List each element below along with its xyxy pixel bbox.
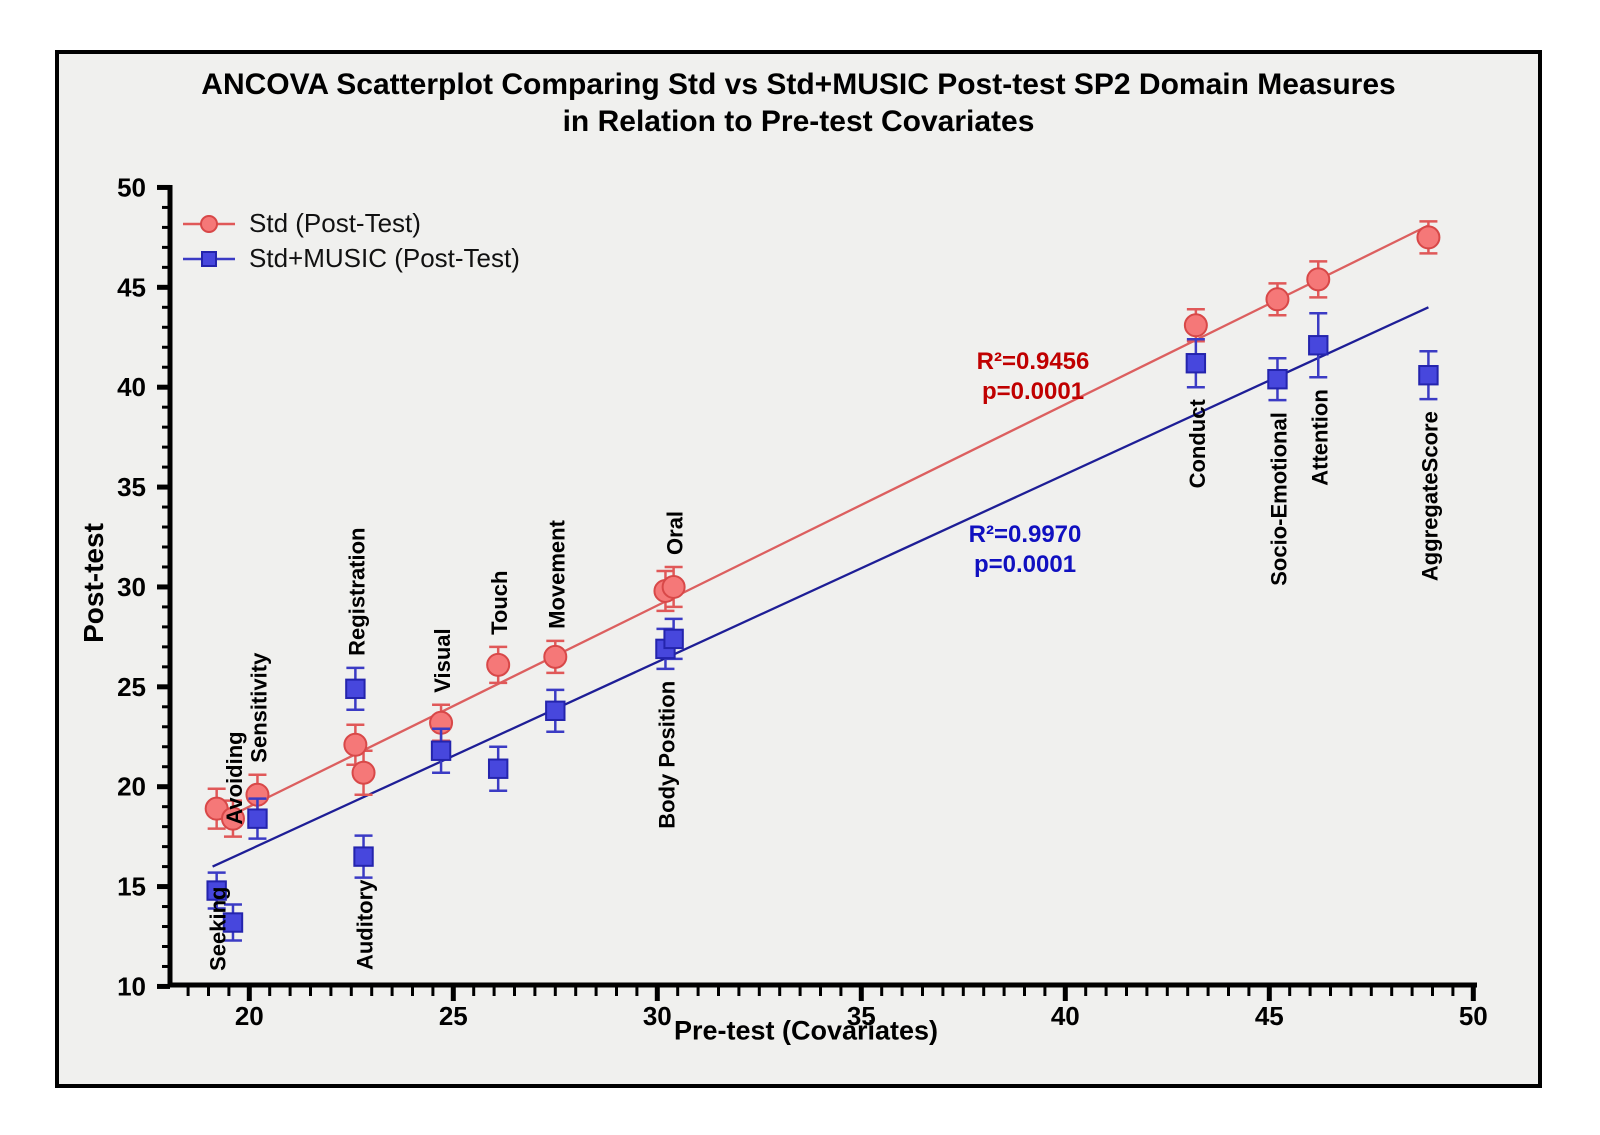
marker-0-AggregateScore <box>1416 225 1441 250</box>
marker-1-Avoiding <box>222 912 244 933</box>
marker-0-Oral <box>661 574 686 599</box>
std-music-p-label: p=0.0001 <box>973 551 1077 578</box>
domain-label-Seeking: Seeking <box>206 887 231 971</box>
legend-item-std-music: Std+MUSIC (Post-Test) <box>181 241 520 276</box>
marker-1-Conduct <box>1185 353 1207 374</box>
chart-title: ANCOVA Scatterplot Comparing Std vs Std+… <box>55 66 1542 140</box>
trend-line-0 <box>224 224 1429 820</box>
x-tick-label: 20 <box>235 1001 264 1031</box>
domain-label-Movement: Movement <box>544 519 569 628</box>
y-tick-label: 10 <box>117 971 146 1001</box>
std-music-legend-marker-icon <box>183 250 235 267</box>
std-music-regression-annotation: R²=0.9970 p=0.0001 <box>969 520 1082 580</box>
domain-label-Avoiding: Avoiding <box>222 731 247 824</box>
x-tick-label: 40 <box>1051 1001 1080 1031</box>
std-legend-marker-icon <box>183 214 235 233</box>
chart-frame <box>55 50 1542 1088</box>
legend-item-std: Std (Post-Test) <box>181 206 520 241</box>
marker-1-Visual <box>430 740 452 761</box>
domain-label-Registration: Registration <box>344 527 369 655</box>
chart-title-line2: in Relation to Pre-test Covariates <box>562 105 1035 138</box>
marker-0-Touch <box>486 652 511 677</box>
x-tick-label: 25 <box>439 1001 468 1031</box>
marker-1-Socio-Emotional <box>1267 369 1288 390</box>
y-tick-label: 15 <box>117 872 146 902</box>
marker-1-Sensitivity <box>247 808 268 829</box>
domain-label-Socio-Emotional: Socio-Emotional <box>1266 412 1291 586</box>
marker-0-Attention <box>1306 267 1331 292</box>
domain-label-Conduct: Conduct <box>1185 399 1210 489</box>
y-tick-label: 35 <box>117 472 146 502</box>
std-regression-annotation: R²=0.9456 p=0.0001 <box>977 347 1090 407</box>
marker-0-Conduct <box>1183 313 1208 338</box>
x-tick-label: 30 <box>643 1001 672 1031</box>
marker-0-Movement <box>543 644 568 669</box>
y-tick-label: 50 <box>117 172 146 202</box>
y-tick-label: 20 <box>117 772 146 802</box>
y-axis-title: Post-test <box>78 523 109 643</box>
x-tick-label: 50 <box>1459 1001 1488 1031</box>
legend-label-std-music: Std+MUSIC (Post-Test) <box>249 243 520 273</box>
x-tick-label: 45 <box>1255 1001 1284 1031</box>
marker-0-Socio-Emotional <box>1265 287 1290 312</box>
marker-1-Attention <box>1308 335 1329 356</box>
marker-1-Registration <box>345 678 366 700</box>
domain-label-Sensitivity: Sensitivity <box>246 652 271 763</box>
chart-title-line1: ANCOVA Scatterplot Comparing Std vs Std+… <box>201 68 1396 101</box>
std-p-label: p=0.0001 <box>981 378 1085 405</box>
domain-label-Touch: Touch <box>487 571 512 635</box>
marker-0-Registration <box>343 732 368 757</box>
y-tick-label: 45 <box>117 272 146 302</box>
trend-line-1 <box>212 306 1429 868</box>
std-r2-label: R²=0.9456 <box>976 348 1090 375</box>
marker-0-Auditory <box>351 760 376 785</box>
marker-1-Seeking <box>206 880 227 901</box>
legend: Std (Post-Test) Std+MUSIC (Post-Test) <box>181 206 520 276</box>
domain-label-Body Position: Body Position <box>654 681 679 829</box>
marker-1-Movement <box>545 700 566 721</box>
x-tick-label: 35 <box>847 1001 876 1031</box>
marker-1-Touch <box>487 758 509 779</box>
domain-label-Visual: Visual <box>430 628 455 692</box>
y-tick-label: 40 <box>117 372 146 402</box>
marker-0-Avoiding <box>220 806 245 831</box>
domain-label-AggregateScore: AggregateScore <box>1417 411 1442 581</box>
marker-1-Auditory <box>353 846 374 867</box>
y-tick-label: 25 <box>117 672 146 702</box>
legend-label-std: Std (Post-Test) <box>249 208 421 238</box>
marker-1-Oral <box>663 628 684 650</box>
domain-label-Oral: Oral <box>663 511 688 555</box>
y-tick-label: 30 <box>117 572 146 602</box>
std-music-r2-label: R²=0.9970 <box>968 521 1082 548</box>
marker-1-AggregateScore <box>1418 365 1439 386</box>
domain-label-Attention: Attention <box>1307 389 1332 486</box>
x-axis-title: Pre-test (Covariates) <box>673 1015 939 1046</box>
domain-label-Auditory: Auditory <box>353 879 378 970</box>
